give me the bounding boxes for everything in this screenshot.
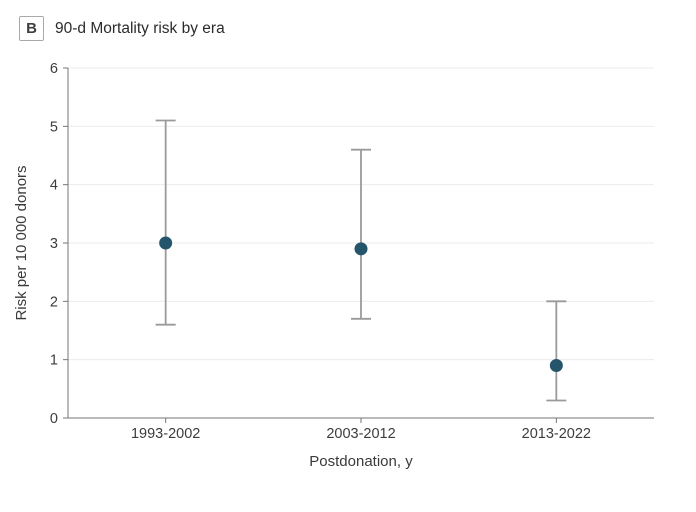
y-tick-label: 2 [50, 294, 58, 310]
x-tick-label: 2013-2022 [522, 426, 591, 442]
data-point [159, 236, 173, 250]
x-tick-label: 2003-2012 [326, 426, 395, 442]
y-tick-label: 3 [50, 236, 58, 252]
y-tick-label: 6 [50, 61, 58, 77]
y-tick-label: 5 [50, 119, 58, 135]
panel-label: B [19, 16, 44, 41]
data-point [354, 242, 368, 256]
y-tick-label: 1 [50, 353, 58, 369]
figure-title: 90-d Mortality risk by era [55, 19, 225, 37]
figure-header: B 90-d Mortality risk by era [19, 16, 225, 41]
y-tick-label: 0 [50, 411, 58, 427]
data-point [549, 359, 563, 372]
y-tick-label: 4 [50, 178, 58, 194]
x-tick-label: 1993-2002 [131, 426, 200, 442]
x-axis-title: Postdonation, y [309, 453, 413, 470]
